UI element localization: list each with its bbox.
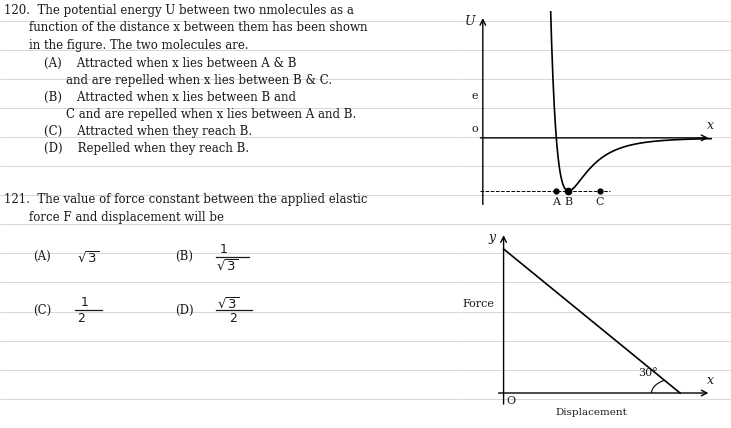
Text: $1$: $1$ xyxy=(219,243,228,256)
Text: 30°: 30° xyxy=(639,368,659,378)
Text: (D)    Repelled when they reach B.: (D) Repelled when they reach B. xyxy=(44,142,249,155)
Text: (C)    Attracted when they reach B.: (C) Attracted when they reach B. xyxy=(44,125,252,138)
Text: 121.  The value of force constant between the applied elastic: 121. The value of force constant between… xyxy=(4,193,367,206)
Text: x: x xyxy=(707,119,713,132)
Text: U: U xyxy=(464,15,475,28)
Text: (D): (D) xyxy=(175,304,194,317)
Text: (A): (A) xyxy=(33,250,50,263)
Text: $2$: $2$ xyxy=(229,312,238,325)
Text: e: e xyxy=(471,91,477,101)
Text: (B): (B) xyxy=(175,250,194,263)
Text: O: O xyxy=(506,396,515,406)
Text: y: y xyxy=(489,231,496,244)
Text: Force: Force xyxy=(462,299,494,309)
Text: (C): (C) xyxy=(33,304,51,317)
Text: C and are repelled when x lies between A and B.: C and are repelled when x lies between A… xyxy=(66,108,356,121)
Text: $\sqrt{3}$: $\sqrt{3}$ xyxy=(77,250,99,266)
Text: x: x xyxy=(707,374,713,387)
Text: A: A xyxy=(552,197,560,207)
Text: (A)    Attracted when x lies between A & B: (A) Attracted when x lies between A & B xyxy=(44,56,296,69)
Text: $1$: $1$ xyxy=(80,296,88,309)
Text: $\sqrt{3}$: $\sqrt{3}$ xyxy=(217,296,239,312)
Text: $\sqrt{3}$: $\sqrt{3}$ xyxy=(216,259,238,274)
Text: o: o xyxy=(471,124,478,134)
Text: 120.  The potential energy U between two nmolecules as a: 120. The potential energy U between two … xyxy=(4,4,354,17)
Text: and are repelled when x lies between B & C.: and are repelled when x lies between B &… xyxy=(66,74,332,86)
Text: (B)    Attracted when x lies between B and: (B) Attracted when x lies between B and xyxy=(44,91,296,104)
Text: B: B xyxy=(564,197,572,207)
Text: in the figure. The two molecules are.: in the figure. The two molecules are. xyxy=(29,39,249,51)
Text: $2$: $2$ xyxy=(77,312,86,325)
Text: force F and displacement will be: force F and displacement will be xyxy=(29,211,224,223)
Text: Displacement: Displacement xyxy=(556,408,628,417)
Text: C: C xyxy=(595,197,604,207)
Text: function of the distance x between them has been shown: function of the distance x between them … xyxy=(29,21,368,34)
